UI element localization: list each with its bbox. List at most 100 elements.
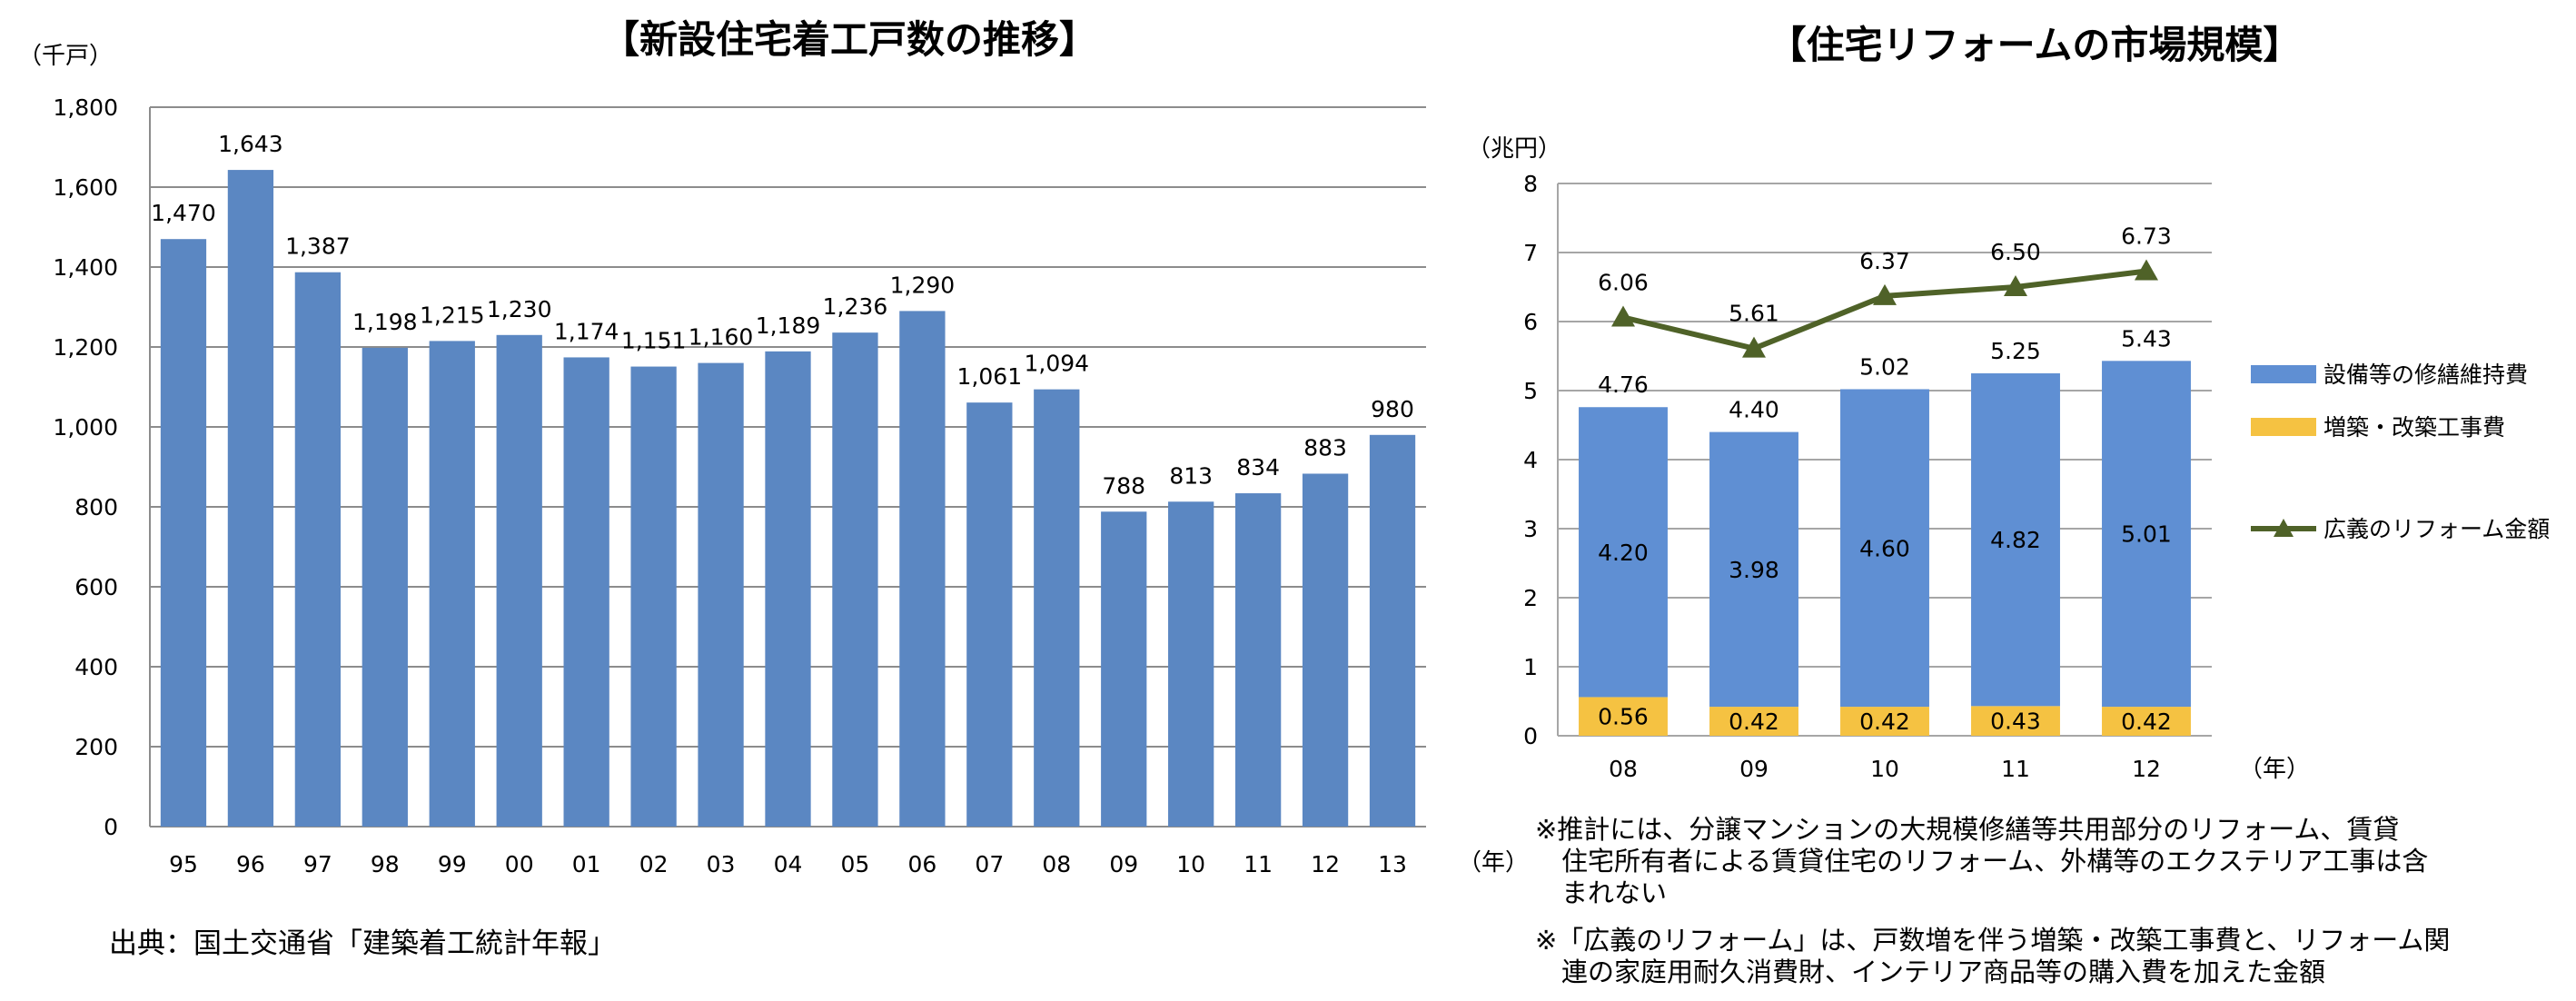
chart2-y-tick-label: 4	[1523, 447, 1538, 473]
chart1-y-tick-label: 0	[104, 814, 118, 840]
chart1-x-unit: （年）	[1458, 849, 1529, 877]
chart2-reform-line	[1622, 268, 2147, 352]
chart2-x-unit: （年）	[2239, 756, 2310, 783]
chart2-line-label: 6.73	[2121, 223, 2172, 250]
chart1-y-tick-label: 1,800	[53, 94, 118, 121]
chart1-x-tick-label: 99	[438, 851, 467, 877]
chart1-y-tick-label: 800	[74, 494, 118, 520]
chart2-total-label: 5.02	[1859, 353, 1910, 380]
chart2-x-tick-label: 10	[1870, 756, 1899, 782]
chart1-y-tick-label: 1,600	[53, 174, 118, 201]
chart2-total-label: 4.40	[1729, 397, 1779, 423]
chart2-bar-maintenance	[2102, 361, 2191, 708]
chart1-data-label: 1,643	[218, 131, 283, 157]
chart1-x-tick-label: 13	[1378, 851, 1407, 877]
chart2-maintenance-label: 4.60	[1859, 535, 1910, 561]
chart2-bar-addition	[2102, 707, 2191, 736]
chart2-line-marker	[1611, 305, 1635, 327]
chart2-line-marker	[1742, 336, 1766, 358]
chart1-bar	[1234, 493, 1282, 827]
chart1-bar	[630, 366, 677, 827]
chart2-line-label: 6.06	[1598, 269, 1649, 295]
chart1-data-label: 1,236	[823, 293, 888, 320]
chart1-y-tick-label: 600	[74, 574, 118, 600]
chart2-title: 【住宅リフォームの市場規模】	[1769, 23, 2302, 67]
chart1-bar	[362, 347, 408, 827]
chart1-x-tick-label: 11	[1243, 851, 1273, 877]
chart2-y-tick-label: 5	[1523, 378, 1538, 404]
chart1-x-tick-label: 95	[169, 851, 198, 877]
chart2-bar-maintenance	[1971, 373, 2060, 707]
chart2-line-label: 6.50	[1990, 239, 2041, 265]
chart2-y-unit: （兆円）	[1467, 135, 1561, 163]
chart1-y-tick-label: 200	[74, 734, 118, 760]
chart2-y-tick-label: 0	[1523, 723, 1538, 749]
chart2-bar-addition	[1840, 707, 1929, 736]
chart1-bar	[698, 362, 744, 827]
chart2-bar-maintenance	[1709, 431, 1798, 708]
chart1-data-label: 1,215	[420, 302, 485, 328]
chart2-addition-label: 0.42	[1859, 709, 1910, 735]
chart1-bar	[1369, 434, 1416, 827]
chart2-line-label: 6.37	[1859, 248, 1910, 274]
chart2-bar-addition	[1579, 697, 1668, 736]
chart1-x-tick-label: 06	[907, 851, 936, 877]
source-note: 出典：国土交通省「建築着工統計年報」	[109, 927, 616, 960]
chart1-y-unit: （千戸）	[18, 43, 113, 70]
legend-swatch-reform-marker	[2274, 519, 2294, 537]
chart2-line-marker	[2135, 259, 2158, 281]
legend-swatch-maintenance	[2251, 365, 2316, 383]
chart1-data-label: 1,387	[285, 233, 351, 260]
chart1-title: 【新設住宅着工戸数の推移】	[601, 17, 1097, 62]
chart1-x-tick-label: 10	[1176, 851, 1205, 877]
chart1-x-tick-label: 97	[303, 851, 332, 877]
chart2-addition-label: 0.42	[1729, 709, 1779, 735]
chart1-x-tick-label: 98	[371, 851, 400, 877]
chart1-x-tick-label: 08	[1042, 851, 1071, 877]
chart1-x-tick-label: 00	[505, 851, 534, 877]
chart1-bar	[429, 341, 475, 827]
chart2-maintenance-label: 4.82	[1990, 527, 2041, 553]
chart2-bar-maintenance	[1840, 389, 1929, 708]
chart1-bar	[899, 311, 946, 827]
chart1-bar	[227, 170, 274, 827]
footnote-2: ※「広義のリフォーム」は、戸数増を伴う増築・改築工事費と、リフォーム関 連の家庭…	[1535, 925, 2451, 987]
chart1-bar	[1034, 389, 1080, 827]
chart2-bar-maintenance	[1579, 407, 1668, 698]
chart2-x-tick-label: 09	[1739, 756, 1769, 782]
housing-starts-chart: 【新設住宅着工戸数の推移】（千戸）（年）02004006008001,0001,…	[18, 17, 1529, 877]
chart2-total-label: 5.25	[1990, 338, 2041, 364]
footnote-1: ※推計には、分譲マンションの大規模修繕等共用部分のリフォーム、賃貸 住宅所有者に…	[1535, 814, 2429, 908]
chart1-y-tick-label: 1,400	[53, 254, 118, 281]
chart2-total-label: 4.76	[1598, 372, 1649, 398]
chart1-bar	[765, 351, 811, 828]
legend-label-addition: 増築・改築工事費	[2323, 414, 2505, 441]
chart2-y-tick-label: 6	[1523, 309, 1538, 335]
chart2-line-marker	[2004, 275, 2027, 296]
chart1-x-tick-label: 03	[707, 851, 736, 877]
chart2-maintenance-label: 5.01	[2121, 521, 2172, 548]
chart1-x-tick-label: 09	[1109, 851, 1138, 877]
chart1-bar	[832, 332, 878, 827]
chart1-x-tick-label: 07	[975, 851, 1004, 877]
chart1-data-label: 1,160	[689, 324, 754, 351]
chart2-y-tick-label: 3	[1523, 516, 1538, 542]
chart2-line-label: 5.61	[1729, 301, 1779, 327]
chart1-y-tick-label: 400	[74, 654, 118, 680]
chart1-bar	[966, 402, 1013, 827]
legend-label-maintenance: 設備等の修繕維持費	[2323, 362, 2528, 388]
legend-label-reform: 広義のリフォーム金額	[2323, 516, 2550, 542]
chart1-data-label: 1,290	[890, 272, 956, 298]
chart1-data-label: 1,061	[957, 363, 1023, 390]
chart2-bar-addition	[1709, 707, 1798, 736]
chart2-y-tick-label: 1	[1523, 654, 1538, 680]
chart1-x-tick-label: 04	[774, 851, 803, 877]
chart2-x-tick-label: 08	[1609, 756, 1638, 782]
reform-market-chart: 【住宅リフォームの市場規模】（兆円）（年）0123456780.564.204.…	[1467, 23, 2550, 783]
chart1-x-tick-label: 02	[639, 851, 669, 877]
chart2-y-tick-label: 8	[1523, 171, 1538, 197]
chart1-data-label: 1,174	[554, 318, 619, 344]
chart2-y-tick-label: 7	[1523, 240, 1538, 266]
chart1-bar	[563, 357, 609, 827]
